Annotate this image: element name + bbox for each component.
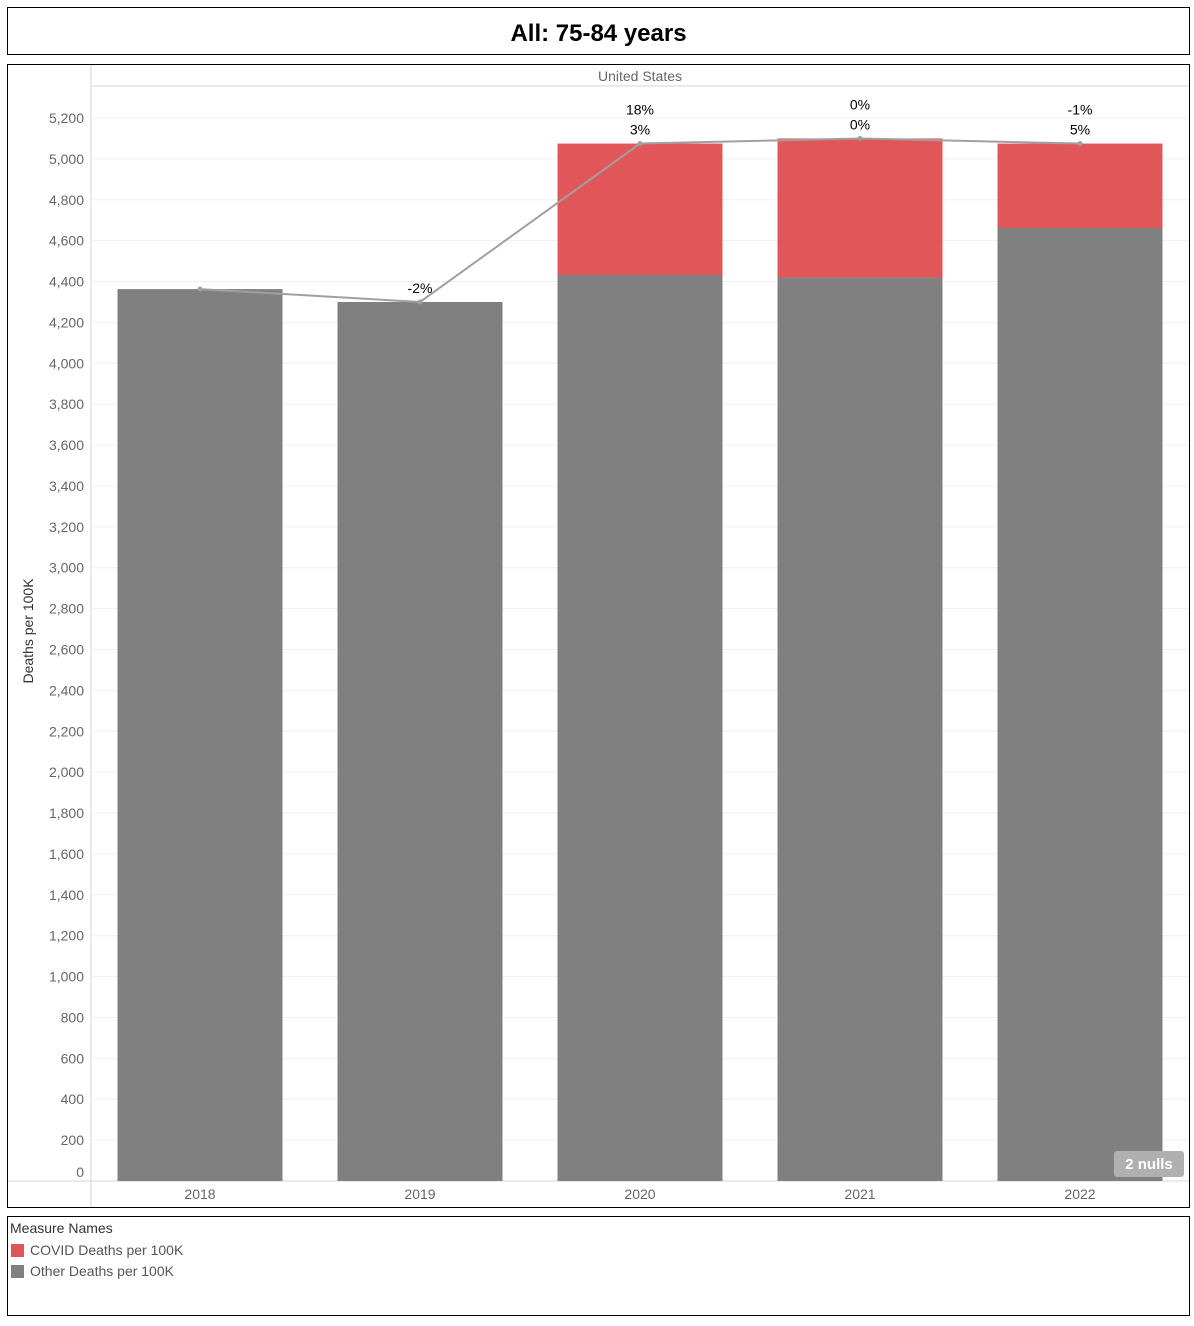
- legend-swatch-covid: [11, 1244, 24, 1257]
- y-tick-label: 1,400: [49, 887, 84, 903]
- chart-canvas: United States 0 200 400 600 800 1,000 1,200 1,40…: [8, 65, 1189, 1207]
- legend: Measure Names COVID Deaths per 100K Othe…: [7, 1216, 1190, 1316]
- trend-point: [417, 299, 423, 305]
- y-tick-label: 400: [61, 1091, 85, 1107]
- y-tick-label: 5,200: [49, 110, 84, 126]
- bar-covid: [557, 143, 723, 275]
- y-tick-label: 3,800: [49, 396, 84, 412]
- bar-covid: [997, 143, 1163, 228]
- legend-label-covid: COVID Deaths per 100K: [30, 1242, 184, 1258]
- trend-point: [857, 135, 863, 141]
- legend-item-other[interactable]: Other Deaths per 100K: [11, 1262, 174, 1280]
- bar-other: [777, 277, 943, 1181]
- chart-title: All: 75-84 years: [510, 20, 687, 47]
- bar-covid: [777, 138, 943, 278]
- chart-panel: United States 0 200 400 600 800 1,000 1,200 1,40…: [7, 64, 1190, 1208]
- y-tick-label: 4,600: [49, 233, 84, 249]
- bar-other: [337, 301, 503, 1181]
- bar-other: [997, 227, 1163, 1181]
- y-tick-label: 5,000: [49, 151, 84, 167]
- x-tick-label: 2018: [184, 1186, 215, 1202]
- y-tick-label: 1,200: [49, 928, 84, 944]
- y-tick-label: 800: [61, 1009, 85, 1025]
- y-tick-label: 3,000: [49, 560, 84, 576]
- y-tick-label: 4,000: [49, 355, 84, 371]
- y-tick-label: 0: [76, 1164, 84, 1180]
- trend-point: [637, 141, 643, 147]
- x-tick-label: 2022: [1064, 1186, 1095, 1202]
- y-tick-label: 2,600: [49, 642, 84, 658]
- data-label-covid-change: 18%: [626, 102, 654, 118]
- y-tick-label: 1,800: [49, 805, 84, 821]
- y-tick-label: 4,800: [49, 192, 84, 208]
- y-tick-label: 600: [61, 1050, 85, 1066]
- data-label-covid-change: -1%: [1068, 102, 1093, 118]
- data-label-change: 0%: [850, 116, 870, 132]
- nulls-badge-label: 2 nulls: [1125, 1156, 1173, 1173]
- y-tick-label: 2,400: [49, 682, 84, 698]
- data-label-covid-change: 0%: [850, 96, 870, 112]
- y-tick-label: 2,800: [49, 601, 84, 617]
- y-tick-label: 4,200: [49, 314, 84, 330]
- title-panel: All: 75-84 years: [7, 7, 1190, 55]
- y-axis-label: Deaths per 100K: [20, 578, 36, 684]
- nulls-badge: [1114, 1151, 1184, 1177]
- y-tick-label: 4,400: [49, 274, 84, 290]
- x-tick-label: 2019: [404, 1186, 435, 1202]
- data-label-change: -2%: [408, 280, 433, 296]
- trend-point: [1077, 141, 1083, 147]
- data-label-change: 3%: [630, 122, 650, 138]
- panel-label: United States: [598, 68, 682, 84]
- y-tick-label: 3,400: [49, 478, 84, 494]
- legend-swatch-other: [11, 1265, 24, 1278]
- data-label-change: 5%: [1070, 122, 1090, 138]
- y-tick-label: 2,000: [49, 764, 84, 780]
- trend-point: [197, 286, 203, 292]
- y-tick-label: 3,200: [49, 519, 84, 535]
- legend-title: Measure Names: [10, 1220, 113, 1236]
- y-tick-label: 1,600: [49, 846, 84, 862]
- y-tick-label: 1,000: [49, 969, 84, 985]
- y-tick-label: 2,200: [49, 723, 84, 739]
- bar-other: [557, 274, 723, 1181]
- x-tick-label: 2021: [844, 1186, 875, 1202]
- legend-item-covid[interactable]: COVID Deaths per 100K: [11, 1241, 183, 1259]
- y-tick-label: 200: [61, 1132, 85, 1148]
- legend-label-other: Other Deaths per 100K: [30, 1263, 174, 1279]
- x-tick-label: 2020: [624, 1186, 655, 1202]
- bar-other: [117, 289, 283, 1181]
- y-tick-label: 3,600: [49, 437, 84, 453]
